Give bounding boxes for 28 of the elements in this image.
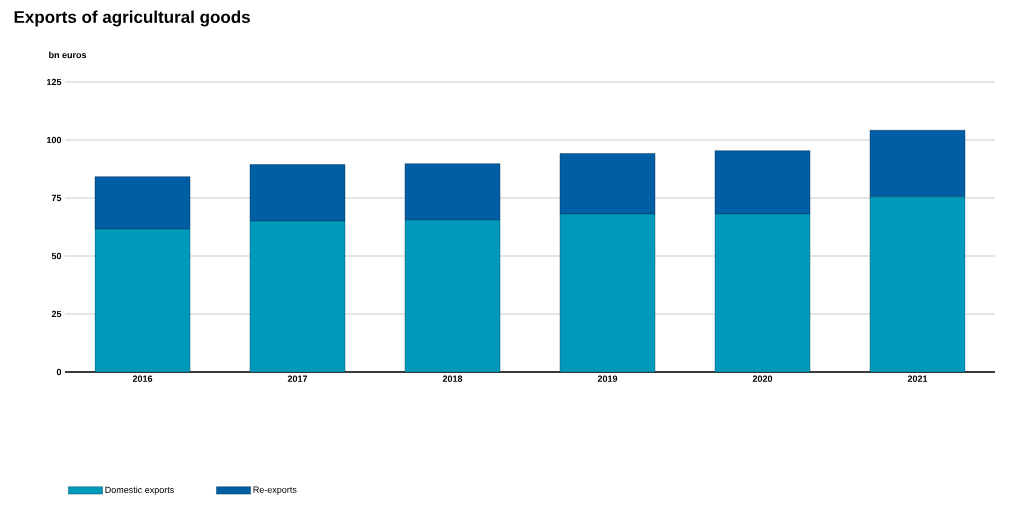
bar [94,176,191,230]
bar [404,219,501,372]
x-tick-label: 2018 [442,375,463,382]
bar [869,130,966,198]
y-tick-label: 100 [47,136,62,144]
y-axis-title: bn euros [49,51,87,59]
bar [249,164,346,222]
bar [404,163,501,221]
x-tick-label: 2021 [907,375,928,382]
x-tick-label: 2017 [287,375,308,382]
bar [869,196,966,372]
y-tick-label: 75 [51,194,62,202]
bar [559,213,656,372]
x-tick-label: 2020 [752,375,773,382]
legend-label: Re-exports [253,486,297,495]
chart-title: Exports of agricultural goods [14,10,250,27]
x-tick-label: 2019 [597,375,618,382]
y-tick-label: 25 [51,310,62,318]
y-tick-label: 0 [56,368,62,376]
bar [94,228,191,372]
y-tick-label: 50 [51,252,62,260]
x-tick-label: 2016 [132,375,153,382]
y-tick-label: 125 [47,78,62,86]
legend-label: Domestic exports [105,486,174,495]
bar [249,220,346,372]
bar [559,153,656,215]
bar [714,213,811,372]
bar [714,150,811,215]
